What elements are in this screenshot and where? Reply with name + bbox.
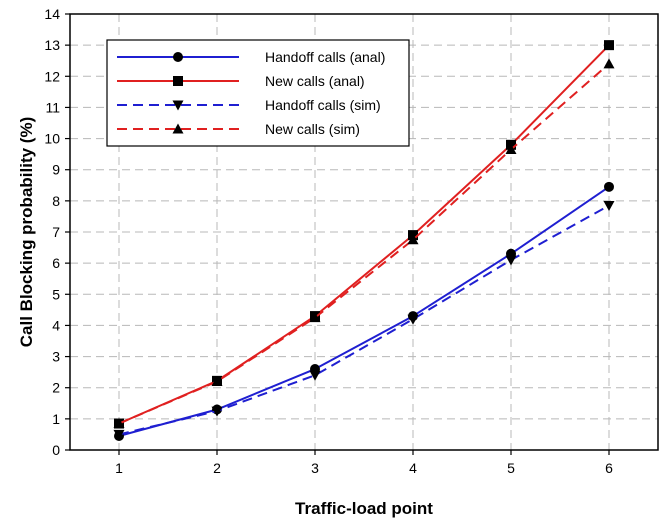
legend-label: New calls (anal) xyxy=(265,73,365,89)
data-point xyxy=(113,429,125,440)
legend-marker xyxy=(172,100,184,111)
legend-entry: Handoff calls (anal) xyxy=(117,49,385,65)
series-layer xyxy=(113,40,615,441)
x-tick-label: 6 xyxy=(605,460,613,476)
data-point xyxy=(407,234,419,245)
x-tick-label: 3 xyxy=(311,460,319,476)
legend-label: Handoff calls (sim) xyxy=(265,97,381,113)
y-tick-label: 1 xyxy=(52,411,60,427)
legend-marker xyxy=(173,52,183,62)
legend-marker xyxy=(172,123,184,134)
legend: Handoff calls (anal) New calls (anal) Hand… xyxy=(106,39,410,147)
y-tick-label: 9 xyxy=(52,162,60,178)
data-point xyxy=(603,201,615,212)
data-point xyxy=(211,375,223,386)
data-point xyxy=(407,314,419,325)
y-tick-label: 0 xyxy=(52,442,60,458)
legend-label: Handoff calls (anal) xyxy=(265,49,385,65)
y-tick-label: 6 xyxy=(52,255,60,271)
y-tick-label: 14 xyxy=(44,6,60,22)
y-tick-label: 4 xyxy=(52,317,60,333)
y-tick-label: 3 xyxy=(52,349,60,365)
y-tick-label: 2 xyxy=(52,380,60,396)
legend-entry: New calls (sim) xyxy=(117,121,360,137)
data-point xyxy=(309,370,321,381)
legend-entry: Handoff calls (sim) xyxy=(117,97,381,113)
legend-marker xyxy=(173,76,183,86)
x-tick-label: 2 xyxy=(213,460,221,476)
data-point xyxy=(604,181,614,192)
series-new-calls-sim xyxy=(113,58,615,429)
x-tick-label: 5 xyxy=(507,460,515,476)
y-tick-label: 10 xyxy=(44,131,60,147)
y-tick-label: 13 xyxy=(44,37,60,53)
data-point xyxy=(113,418,125,429)
y-tick-label: 5 xyxy=(52,286,60,302)
y-tick-label: 8 xyxy=(52,193,60,209)
y-axis-title: Call Blocking probability (%) xyxy=(17,117,36,347)
x-tick-label: 4 xyxy=(409,460,417,476)
y-tick-label: 7 xyxy=(52,224,60,240)
data-point xyxy=(603,58,615,69)
data-point xyxy=(505,143,517,154)
series-line xyxy=(118,186,610,437)
series-handoff-calls-anal xyxy=(114,181,614,441)
data-point xyxy=(211,406,223,417)
x-tick-label: 1 xyxy=(115,460,123,476)
series-handoff-calls-sim xyxy=(113,201,615,440)
y-tick-label: 12 xyxy=(44,68,60,84)
data-point xyxy=(505,255,517,266)
x-axis-title: Traffic-load point xyxy=(295,499,433,518)
data-point xyxy=(309,312,321,323)
legend-label: New calls (sim) xyxy=(265,121,360,137)
series-line xyxy=(118,204,610,436)
legend-entry: New calls (anal) xyxy=(117,73,365,89)
data-point xyxy=(604,40,614,51)
y-tick-label: 11 xyxy=(45,99,60,115)
series-line xyxy=(118,63,610,425)
